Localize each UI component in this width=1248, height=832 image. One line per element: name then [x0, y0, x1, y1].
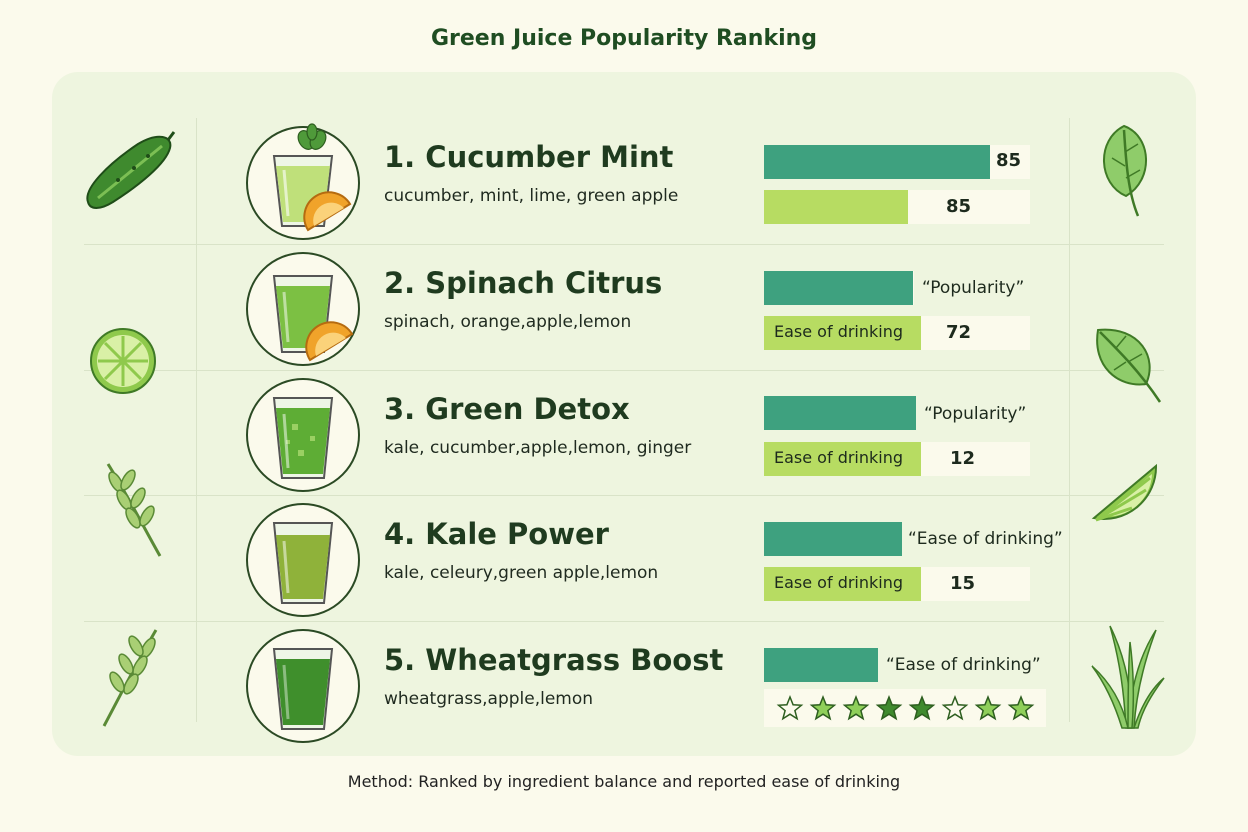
ease-value-label: 12	[950, 448, 976, 469]
spinach-leaf-icon	[1096, 328, 1162, 403]
popularity-bar-track	[764, 648, 878, 682]
method-note: Method: Ranked by ingredient balance and…	[347, 772, 901, 791]
ease-bar-label: Ease of drinking	[774, 448, 904, 467]
popularity-text-label: “Popularity”	[922, 278, 1025, 298]
juice-ingredients: kale, celeury,green apple,lemon	[384, 563, 659, 583]
ease-bar	[764, 190, 908, 224]
divider	[84, 370, 1164, 371]
star-rating	[764, 689, 1046, 727]
juice-glass-icon	[246, 123, 360, 240]
ease-value-label: 72	[946, 322, 972, 343]
lime-wedge-icon	[1091, 463, 1158, 522]
ease-bar-track: Ease of drinking	[764, 442, 1030, 476]
star-icon	[974, 694, 1002, 721]
ease-value-label: 85	[946, 196, 972, 217]
popularity-text-label: “Ease of drinking”	[908, 529, 1063, 549]
popularity-text-label: “Ease of drinking”	[886, 655, 1041, 675]
star-icon	[842, 694, 870, 721]
chart-title: Green Juice Popularity Ranking	[430, 26, 818, 51]
grass-icon	[1091, 625, 1165, 729]
divider	[1069, 118, 1070, 722]
ranking-row: 2. Spinach Citrus spinach, orange,apple,…	[0, 244, 1248, 370]
star-icon	[776, 694, 804, 721]
juice-name: 2. Spinach Citrus	[384, 266, 663, 300]
juice-glass-icon	[246, 252, 360, 366]
ease-bar-label: Ease of drinking	[774, 573, 904, 592]
juice-name: 4. Kale Power	[384, 517, 609, 551]
popularity-bar	[764, 145, 990, 179]
juice-ingredients: spinach, orange,apple,lemon	[384, 312, 632, 332]
star-icon	[1007, 694, 1035, 721]
star-icon	[941, 694, 969, 721]
chart-panel	[52, 72, 1196, 756]
divider	[84, 495, 1164, 496]
star-icon	[908, 694, 936, 721]
juice-ingredients: wheatgrass,apple,lemon	[384, 689, 594, 709]
ease-bar-label: Ease of drinking	[774, 322, 904, 341]
divider	[196, 118, 197, 722]
ranking-row: 5. Wheatgrass Boost wheatgrass,apple,lem…	[0, 621, 1248, 747]
wheat-icon	[106, 463, 162, 557]
star-icon	[875, 694, 903, 721]
juice-ingredients: cucumber, mint, lime, green apple	[384, 186, 679, 206]
lime-slice-icon	[90, 328, 156, 394]
juice-ingredients: kale, cucumber,apple,lemon, ginger	[384, 438, 692, 458]
popularity-value-label: 85	[996, 150, 1022, 171]
ease-bar	[764, 442, 921, 476]
popularity-text-label: “Popularity”	[924, 404, 1027, 424]
ranking-row: 1. Cucumber Mint cucumber, mint, lime, g…	[0, 118, 1248, 244]
juice-glass-icon	[246, 503, 360, 617]
ease-bar	[764, 316, 921, 350]
spinach-leaf-icon	[1103, 124, 1147, 217]
popularity-bar-track	[764, 145, 1030, 179]
popularity-bar-track	[764, 522, 902, 556]
ranking-row: 4. Kale Power kale, celeury,green apple,…	[0, 495, 1248, 621]
ease-bar-track: Ease of drinking	[764, 316, 1030, 350]
popularity-bar-track	[764, 271, 914, 305]
ease-bar-track: Ease of drinking	[764, 567, 1030, 601]
popularity-bar	[764, 271, 913, 305]
popularity-bar	[764, 396, 916, 430]
popularity-bar	[764, 522, 902, 556]
star-rating-svg	[776, 694, 1035, 721]
juice-name: 5. Wheatgrass Boost	[384, 643, 724, 677]
wheat-icon	[102, 629, 158, 727]
popularity-bar-track	[764, 396, 916, 430]
ease-bar	[764, 567, 921, 601]
divider	[84, 244, 1164, 245]
popularity-bar	[764, 648, 878, 682]
divider	[84, 621, 1164, 622]
ease-bar-track	[764, 190, 1030, 224]
juice-name: 1. Cucumber Mint	[384, 140, 674, 174]
ranking-row: 3. Green Detox kale, cucumber,apple,lemo…	[0, 370, 1248, 496]
juice-glass-icon	[246, 629, 360, 743]
juice-name: 3. Green Detox	[384, 392, 630, 426]
cucumber-icon	[86, 131, 176, 209]
ease-value-label: 15	[950, 573, 976, 594]
juice-glass-icon	[246, 378, 360, 492]
star-icon	[809, 694, 837, 721]
